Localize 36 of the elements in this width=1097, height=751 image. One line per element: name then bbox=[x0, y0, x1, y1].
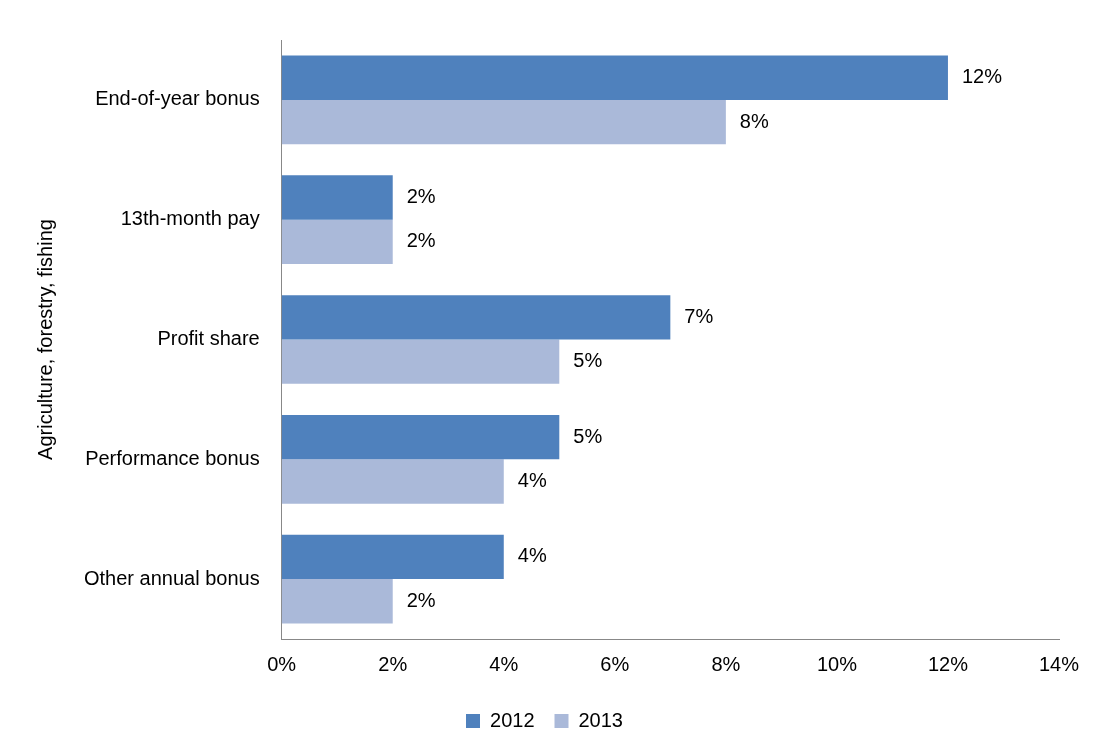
bar bbox=[281, 175, 393, 220]
bar bbox=[281, 459, 504, 504]
y-tick-label: Other annual bonus bbox=[84, 566, 260, 589]
y-tick-label: End-of-year bonus bbox=[95, 87, 260, 110]
bar bbox=[281, 534, 504, 580]
data-label: 2% bbox=[406, 229, 436, 252]
x-tick-label: 2% bbox=[378, 652, 408, 675]
x-tick-label: 14% bbox=[1038, 652, 1080, 675]
x-tick-label: 12% bbox=[927, 652, 969, 675]
data-label: 4% bbox=[517, 468, 547, 491]
bar bbox=[281, 414, 560, 460]
data-label: 5% bbox=[573, 349, 603, 372]
y-tick-label: Performance bonus bbox=[85, 446, 260, 469]
bar bbox=[281, 99, 726, 145]
bar bbox=[281, 579, 393, 624]
data-label: 4% bbox=[517, 544, 547, 567]
data-label: 7% bbox=[684, 304, 714, 327]
bar bbox=[281, 55, 948, 100]
x-tick-label: 4% bbox=[489, 652, 519, 675]
legend-label: 2012 bbox=[490, 708, 535, 731]
bar bbox=[281, 339, 560, 384]
x-tick-label: 0% bbox=[267, 652, 297, 675]
y-tick-label: 13th-month pay bbox=[120, 207, 260, 230]
bar bbox=[281, 219, 393, 265]
legend-label: 2013 bbox=[578, 708, 623, 731]
data-label: 5% bbox=[573, 424, 603, 447]
x-tick-label: 10% bbox=[816, 652, 858, 675]
y-axis-title: Agriculture, forestry, fishing bbox=[33, 219, 56, 460]
data-label: 12% bbox=[961, 65, 1003, 88]
data-label: 8% bbox=[739, 109, 769, 132]
y-tick-label: Profit share bbox=[157, 327, 260, 350]
x-tick-label: 6% bbox=[600, 652, 630, 675]
data-label: 2% bbox=[406, 185, 436, 208]
bar bbox=[281, 295, 671, 340]
data-label: 2% bbox=[406, 588, 436, 611]
x-tick-label: 8% bbox=[711, 652, 741, 675]
